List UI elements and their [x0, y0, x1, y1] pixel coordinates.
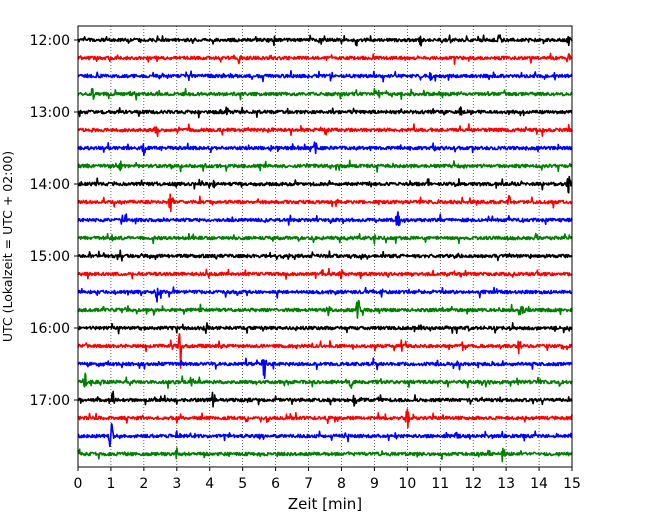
x-tick-label: 4	[205, 476, 214, 492]
x-tick-label: 1	[106, 476, 115, 492]
seismic-trace-1330	[77, 141, 573, 157]
x-tick-label: 0	[74, 476, 83, 492]
seismic-trace-1430	[77, 211, 573, 227]
seismic-trace-1730	[77, 422, 573, 448]
y-tick-label: 15:00	[30, 249, 70, 265]
seismic-trace-1745	[77, 447, 573, 463]
seismic-trace-1545	[77, 299, 573, 319]
seismic-trace-1530	[77, 286, 573, 303]
seismic-trace-1700	[77, 390, 573, 408]
y-tick-label: 12:00	[30, 33, 70, 49]
x-tick-label: 6	[271, 476, 280, 492]
seismic-trace-1615	[77, 333, 573, 369]
y-tick-label: 16:00	[30, 321, 70, 337]
y-axis-ticks: 12:00 13:00 14:00 15:00 16:00 17:00	[30, 33, 78, 409]
seismic-trace-1200	[77, 34, 573, 47]
x-tick-label: 13	[497, 476, 515, 492]
x-tick-label: 14	[530, 476, 548, 492]
x-axis-label: Zeit [min]	[288, 495, 362, 513]
plot-frame	[77, 25, 573, 468]
x-tick-label: 7	[304, 476, 313, 492]
y-axis-label: UTC (Lokalzeit = UTC + 02:00)	[0, 151, 15, 342]
x-tick-label: 15	[563, 476, 581, 492]
seismic-trace-1400	[77, 175, 573, 194]
x-tick-label: 8	[337, 476, 346, 492]
seismic-trace-1230	[77, 70, 573, 83]
seismic-trace-1645	[77, 372, 573, 390]
seismic-trace-1300	[77, 106, 573, 119]
seismic-trace-1315	[77, 123, 573, 138]
y-tick-label: 13:00	[30, 105, 70, 121]
x-tick-label: 3	[172, 476, 181, 492]
x-axis-ticks: 0 1 2 3 4 5 6 7 8 9 10 11 12 13 14 15	[74, 467, 581, 492]
seismic-trace-1245	[77, 87, 573, 101]
seismic-trace-1345	[77, 159, 573, 173]
seismic-trace-1600	[77, 322, 573, 335]
seismic-trace-1630	[77, 357, 573, 379]
x-tick-label: 12	[464, 476, 482, 492]
seismic-trace-1715	[77, 408, 573, 429]
seismic-trace-1415	[77, 193, 573, 213]
x-tick-label: 5	[238, 476, 247, 492]
seismic-trace-1215	[77, 52, 573, 65]
x-tick-label: 9	[370, 476, 379, 492]
y-tick-label: 14:00	[30, 177, 70, 193]
x-tick-label: 10	[398, 476, 416, 492]
seismic-trace-1515	[77, 267, 573, 280]
y-tick-label: 17:00	[30, 393, 70, 409]
seismic-trace-1500	[77, 249, 573, 262]
seismic-traces	[77, 34, 573, 463]
x-tick-label: 2	[139, 476, 148, 492]
seismic-trace-1445	[77, 232, 573, 245]
x-tick-label: 11	[431, 476, 449, 492]
